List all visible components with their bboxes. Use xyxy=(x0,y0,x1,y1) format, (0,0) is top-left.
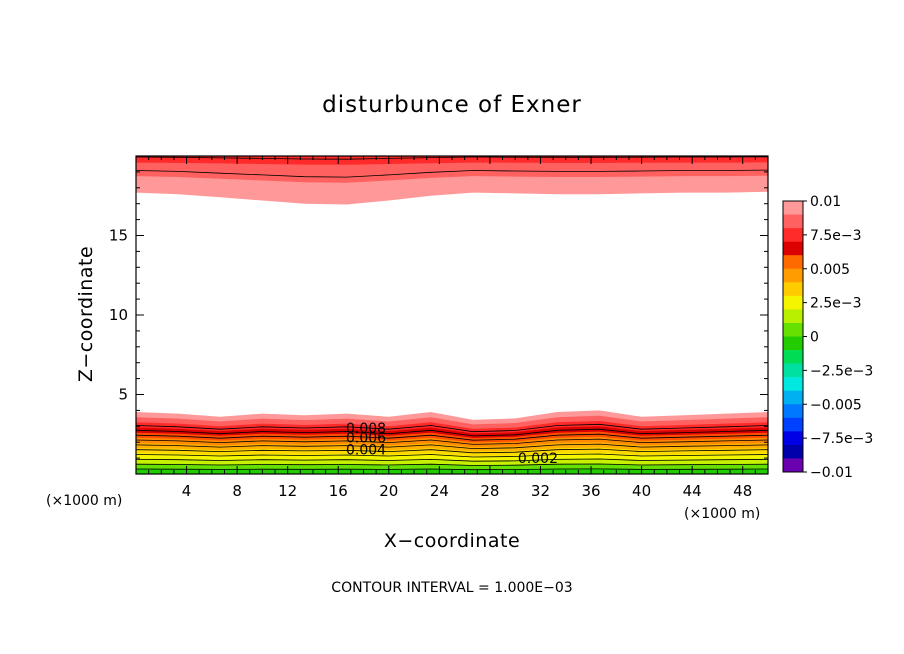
x-tick-label: 32 xyxy=(531,482,550,500)
contour-line xyxy=(136,423,768,433)
colorbar-swatch xyxy=(783,295,803,310)
x-tick-label: 20 xyxy=(379,482,398,500)
colorbar-swatch xyxy=(783,268,803,283)
colorbar-label: −0.005 xyxy=(810,397,862,413)
top-band-2 xyxy=(136,156,768,165)
contour-label: 0.004 xyxy=(346,442,386,458)
colorbar-swatch xyxy=(783,241,803,256)
x-tick-label: 24 xyxy=(430,482,449,500)
contour-line xyxy=(136,463,768,466)
contour-label: 0.002 xyxy=(518,451,558,467)
colorbar-label: 2.5e−3 xyxy=(810,296,862,312)
x-tick-label: 40 xyxy=(632,482,651,500)
contour-label: 0.008 xyxy=(346,421,386,437)
colorbar-swatch xyxy=(783,255,803,270)
colorbar-swatch xyxy=(783,390,803,405)
colorbar-swatch xyxy=(783,404,803,419)
colorbar-label: 0 xyxy=(810,330,819,346)
x-tick-label: 12 xyxy=(278,482,297,500)
contour-line xyxy=(136,448,768,454)
contour-line xyxy=(136,458,768,462)
contour-line xyxy=(136,468,768,471)
x-unit-label-left: (×1000 m) xyxy=(46,493,122,509)
x-tick-label: 36 xyxy=(581,482,600,500)
colorbar-label: −7.5e−3 xyxy=(810,431,873,447)
colorbar-swatch xyxy=(783,228,803,242)
colorbar-swatch xyxy=(783,201,803,215)
colorbar-label: 7.5e−3 xyxy=(810,228,862,244)
x-tick-label: 28 xyxy=(480,482,499,500)
colorbar-swatch xyxy=(783,309,803,324)
colorbar-swatch xyxy=(783,336,803,351)
y-axis: 5 10 15 xyxy=(109,155,768,475)
x-tick-label: 4 xyxy=(182,482,192,500)
contour-label: 0.006 xyxy=(346,430,386,446)
colorbar-label: −2.5e−3 xyxy=(810,363,873,379)
y-axis-title: Z−coordinate xyxy=(75,246,97,382)
colorbar-swatch xyxy=(783,322,803,337)
contour-line xyxy=(136,453,768,458)
contour-line xyxy=(136,443,768,450)
x-axis-title: X−coordinate xyxy=(384,530,520,552)
contour-line xyxy=(136,433,768,441)
colorbar-swatch xyxy=(783,214,803,229)
contour-line xyxy=(136,169,768,178)
y-tick-label: 15 xyxy=(109,227,128,245)
colorbar-swatch xyxy=(783,282,803,297)
colorbar-swatch xyxy=(783,377,803,391)
contour-interval-note: CONTOUR INTERVAL = 1.000E−03 xyxy=(331,580,572,596)
x-axis: 4 8 12 16 20 24 28 32 36 40 44 48 xyxy=(135,156,769,500)
contour-line xyxy=(136,428,768,437)
plot-area xyxy=(136,156,768,474)
x-tick-label: 16 xyxy=(329,482,348,500)
colorbar: 0.01 7.5e−3 0.005 2.5e−3 0 −2.5e−3 −0.005 −7.5e… xyxy=(782,194,873,481)
chart-title: disturbunce of Exner xyxy=(322,92,582,118)
colorbar-swatch xyxy=(783,363,803,378)
x-tick-label: 44 xyxy=(683,482,702,500)
colorbar-label: 0.005 xyxy=(810,262,850,278)
colorbar-swatch xyxy=(783,458,803,473)
colorbar-swatch xyxy=(783,431,803,446)
y-tick-label: 10 xyxy=(109,306,128,324)
x-tick-label: 8 xyxy=(232,482,242,500)
x-unit-label-right: (×1000 m) xyxy=(684,506,760,522)
colorbar-swatch xyxy=(783,444,803,459)
colorbar-swatch xyxy=(783,350,803,364)
y-tick-label: 5 xyxy=(118,386,128,404)
colorbar-label: −0.01 xyxy=(810,465,853,481)
x-tick-label: 48 xyxy=(733,482,752,500)
colorbar-label: 0.01 xyxy=(810,194,841,210)
contour-line xyxy=(136,438,768,445)
colorbar-swatch xyxy=(783,417,803,432)
